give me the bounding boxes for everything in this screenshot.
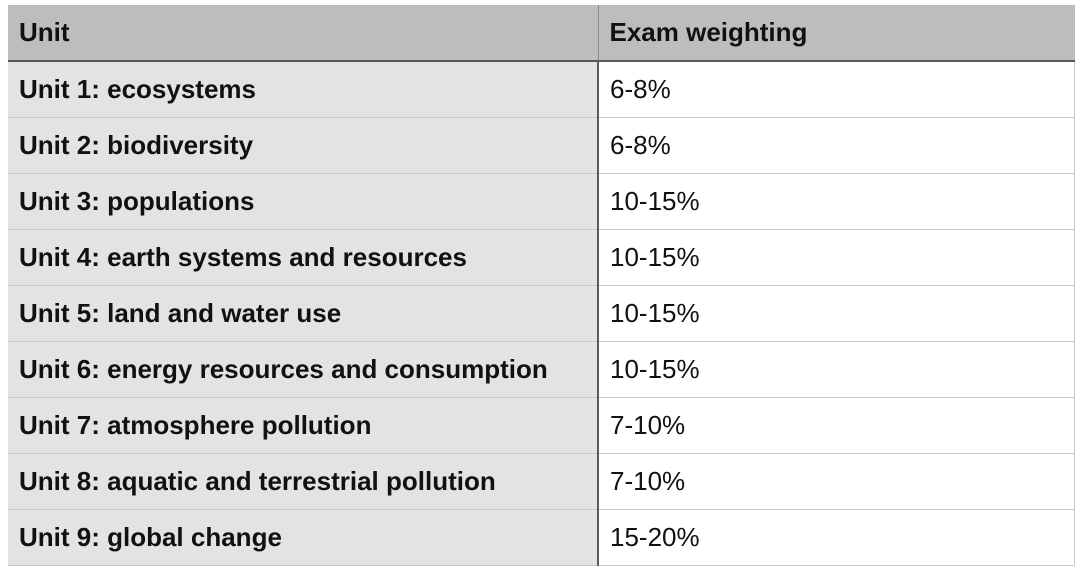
exam-weighting-table: Unit Exam weighting Unit 1: ecosystems 6…: [8, 5, 1075, 566]
unit-cell: Unit 7: atmosphere pollution: [8, 397, 599, 454]
weighting-cell: 15-20%: [598, 509, 1075, 566]
header-exam-weighting: Exam weighting: [598, 5, 1075, 62]
table-row: Unit 3: populations 10-15%: [8, 173, 1075, 230]
unit-cell: Unit 5: land and water use: [8, 285, 599, 342]
weighting-cell: 7-10%: [598, 397, 1075, 454]
unit-cell: Unit 3: populations: [8, 173, 599, 230]
header-row: Unit Exam weighting: [8, 5, 1075, 62]
unit-cell: Unit 1: ecosystems: [8, 61, 599, 118]
table-row: Unit 7: atmosphere pollution 7-10%: [8, 397, 1075, 454]
weighting-cell: 10-15%: [598, 285, 1075, 342]
weighting-cell: 6-8%: [598, 117, 1075, 174]
header-unit: Unit: [8, 5, 599, 62]
weighting-cell: 10-15%: [598, 173, 1075, 230]
unit-cell: Unit 4: earth systems and resources: [8, 229, 599, 286]
weighting-cell: 7-10%: [598, 453, 1075, 510]
unit-cell: Unit 8: aquatic and terrestrial pollutio…: [8, 453, 599, 510]
weighting-cell: 10-15%: [598, 341, 1075, 398]
unit-cell: Unit 6: energy resources and consumption: [8, 341, 599, 398]
table-body: Unit 1: ecosystems 6-8% Unit 2: biodiver…: [8, 61, 1075, 566]
table-row: Unit 2: biodiversity 6-8%: [8, 117, 1075, 174]
table-row: Unit 9: global change 15-20%: [8, 509, 1075, 566]
table-row: Unit 8: aquatic and terrestrial pollutio…: [8, 453, 1075, 510]
table-row: Unit 6: energy resources and consumption…: [8, 341, 1075, 398]
unit-cell: Unit 9: global change: [8, 509, 599, 566]
unit-cell: Unit 2: biodiversity: [8, 117, 599, 174]
table-row: Unit 5: land and water use 10-15%: [8, 285, 1075, 342]
table-row: Unit 4: earth systems and resources 10-1…: [8, 229, 1075, 286]
table-header: Unit Exam weighting: [8, 5, 1075, 62]
table-row: Unit 1: ecosystems 6-8%: [8, 61, 1075, 118]
exam-weighting-table-container: Unit Exam weighting Unit 1: ecosystems 6…: [8, 5, 1075, 568]
weighting-cell: 6-8%: [598, 61, 1075, 118]
weighting-cell: 10-15%: [598, 229, 1075, 286]
